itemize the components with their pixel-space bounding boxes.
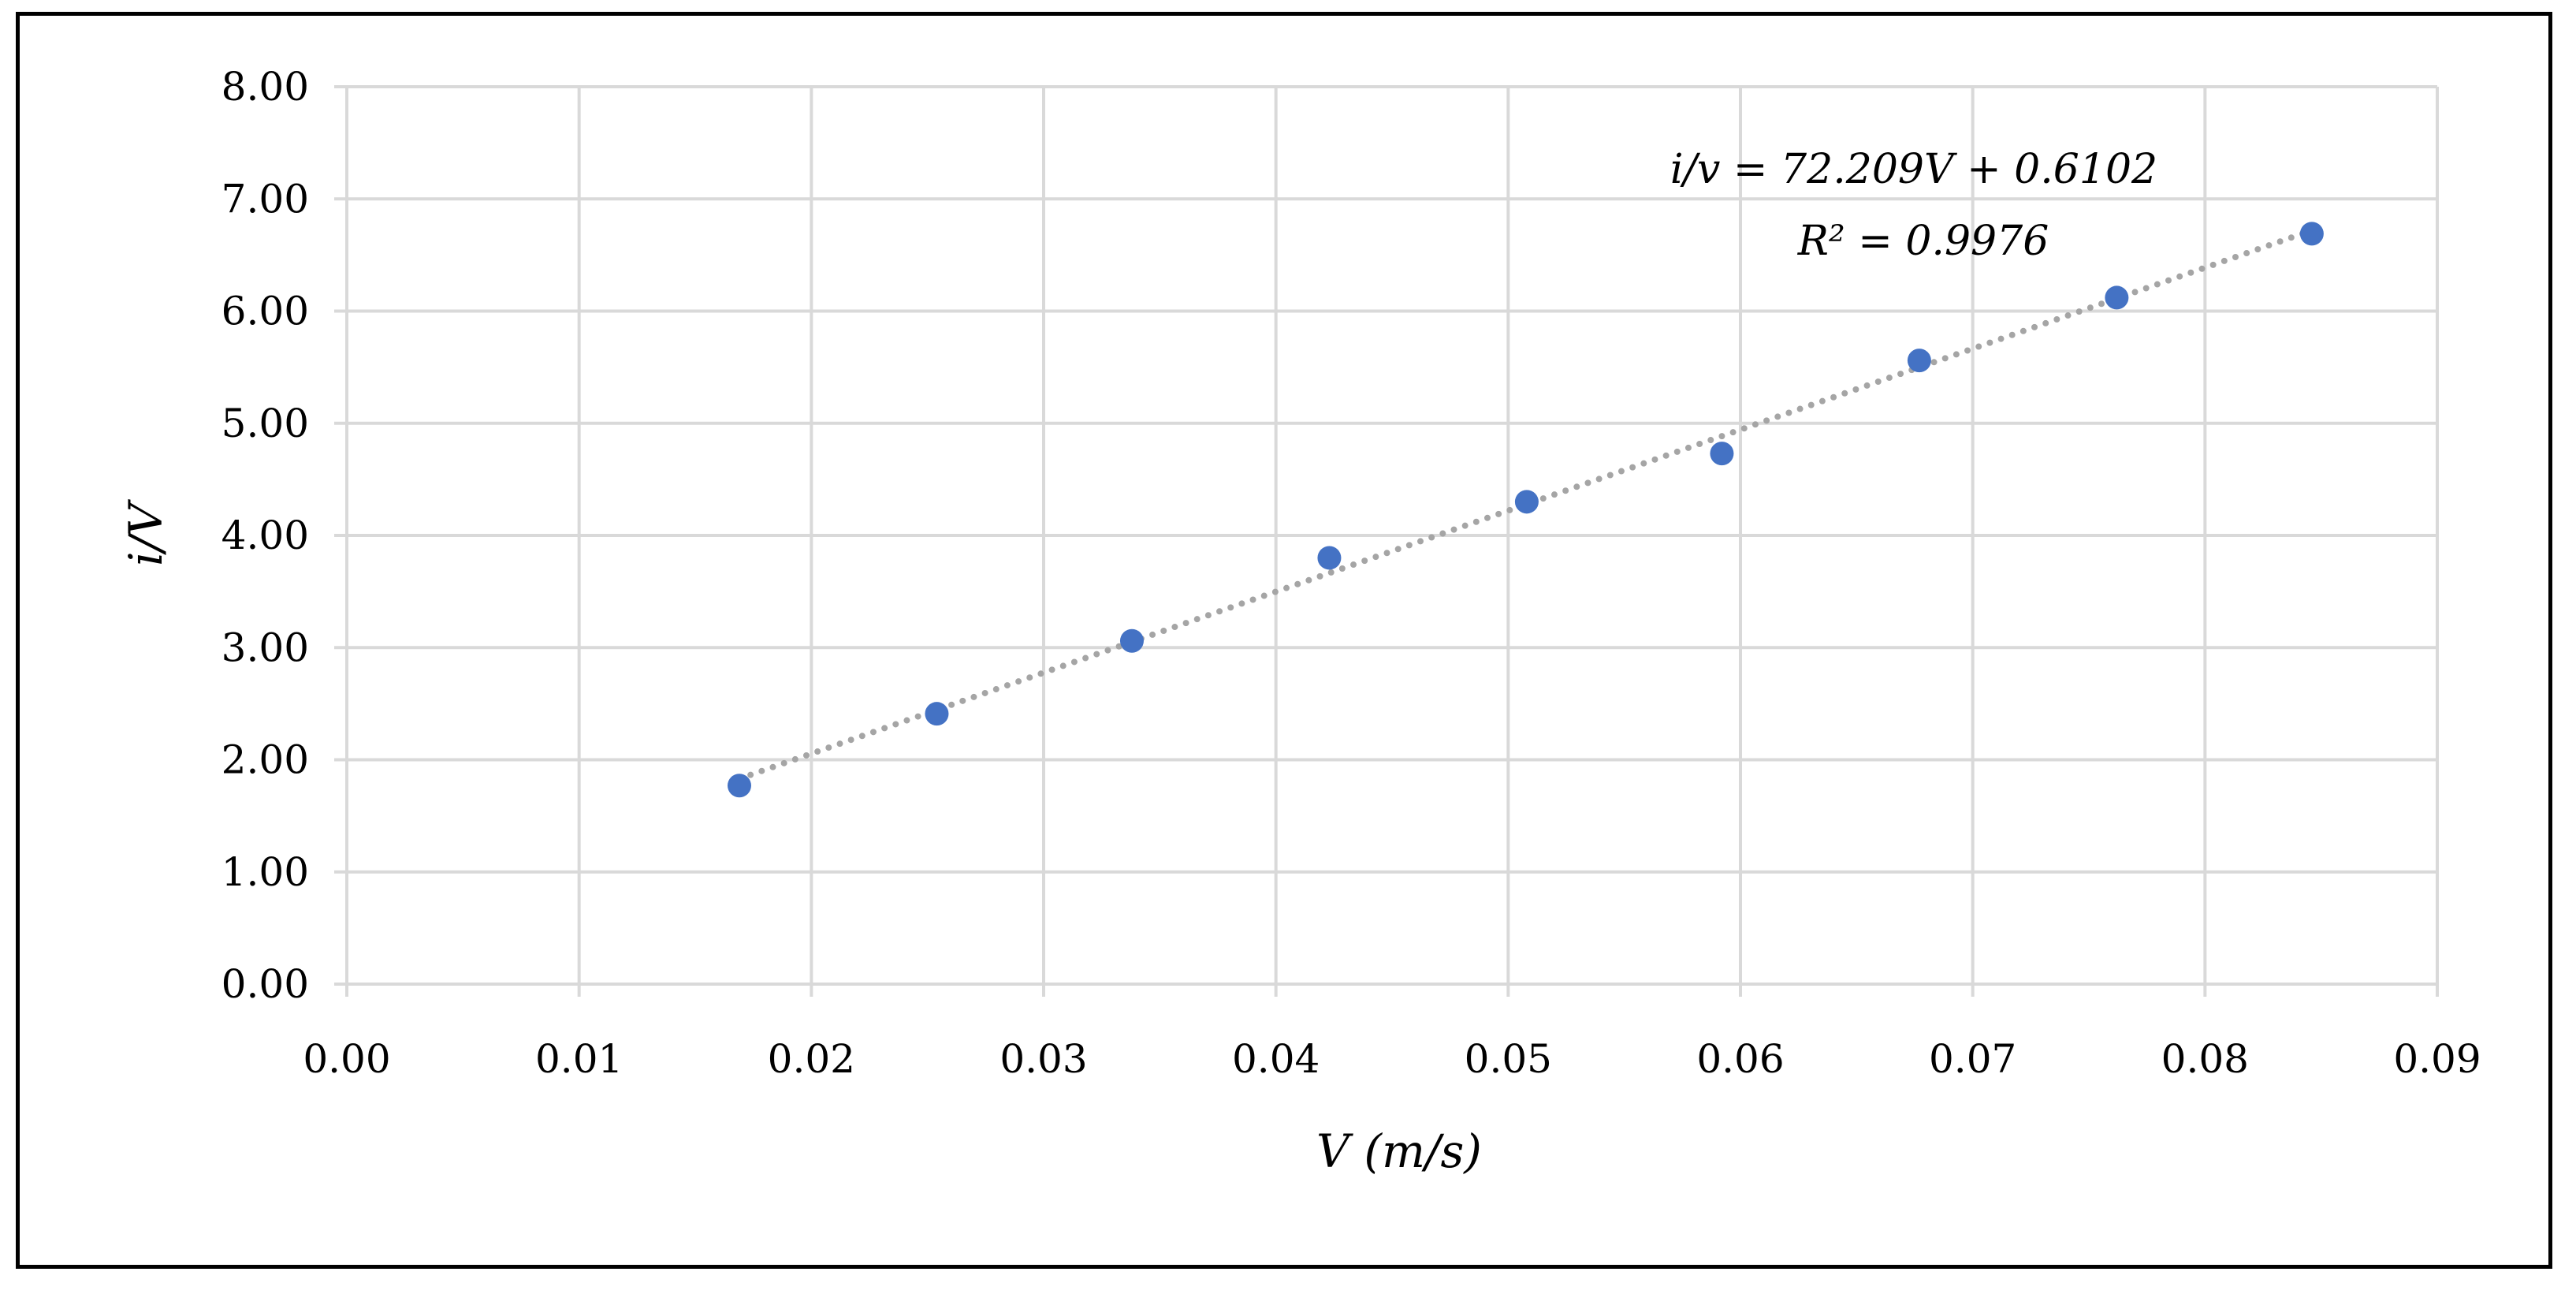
y-tick-label: 6.00: [221, 289, 309, 334]
x-tick-label: 0.08: [2161, 1036, 2249, 1082]
axes: [334, 85, 2439, 997]
y-tick-label: 1.00: [221, 849, 309, 895]
x-tick-label: 0.04: [1232, 1036, 1320, 1082]
data-point: [1710, 442, 1734, 466]
x-tick-label: 0.07: [1929, 1036, 2016, 1082]
x-tick-label: 0.05: [1465, 1036, 1552, 1082]
data-point: [727, 774, 751, 798]
data-point: [925, 702, 949, 726]
data-points: [727, 222, 2324, 798]
gridlines: [345, 85, 2439, 986]
x-tick-label: 0.01: [535, 1036, 623, 1082]
data-point: [2299, 222, 2324, 246]
y-tick-labels: 0.00 1.00 2.00 3.00 4.00 5.00 6.00 7.00 8.00: [221, 64, 309, 1007]
data-point: [2105, 285, 2129, 310]
trendline-equation: i/v = 72.209V + 0.6102: [1670, 146, 2157, 193]
x-axis-title: V (m/s): [1316, 1124, 1482, 1178]
y-tick-label: 5.00: [221, 401, 309, 446]
chart-frame: [16, 12, 2552, 1269]
y-axis-title: i/V: [119, 499, 173, 566]
data-point: [1907, 349, 1931, 373]
data-point: [1119, 628, 1144, 653]
x-tick-label: 0.00: [303, 1036, 390, 1082]
y-tick-label: 0.00: [221, 961, 309, 1007]
y-tick-label: 4.00: [221, 513, 309, 558]
y-tick-label: 2.00: [221, 737, 309, 783]
x-tick-labels: 0.00 0.01 0.02 0.03 0.04 0.05 0.06 0.07 0.08 0.09: [303, 1036, 2481, 1082]
x-tick-label: 0.03: [1000, 1036, 1087, 1082]
y-tick-label: 7.00: [221, 176, 309, 222]
data-point: [1514, 490, 1539, 514]
data-point: [1317, 546, 1342, 570]
x-tick-label: 0.09: [2393, 1036, 2481, 1082]
y-tick-label: 8.00: [221, 64, 309, 110]
x-tick-label: 0.02: [768, 1036, 855, 1082]
trendline-r2: R² = 0.9976: [1797, 218, 2049, 265]
x-tick-label: 0.06: [1696, 1036, 1784, 1082]
y-tick-label: 3.00: [221, 625, 309, 670]
